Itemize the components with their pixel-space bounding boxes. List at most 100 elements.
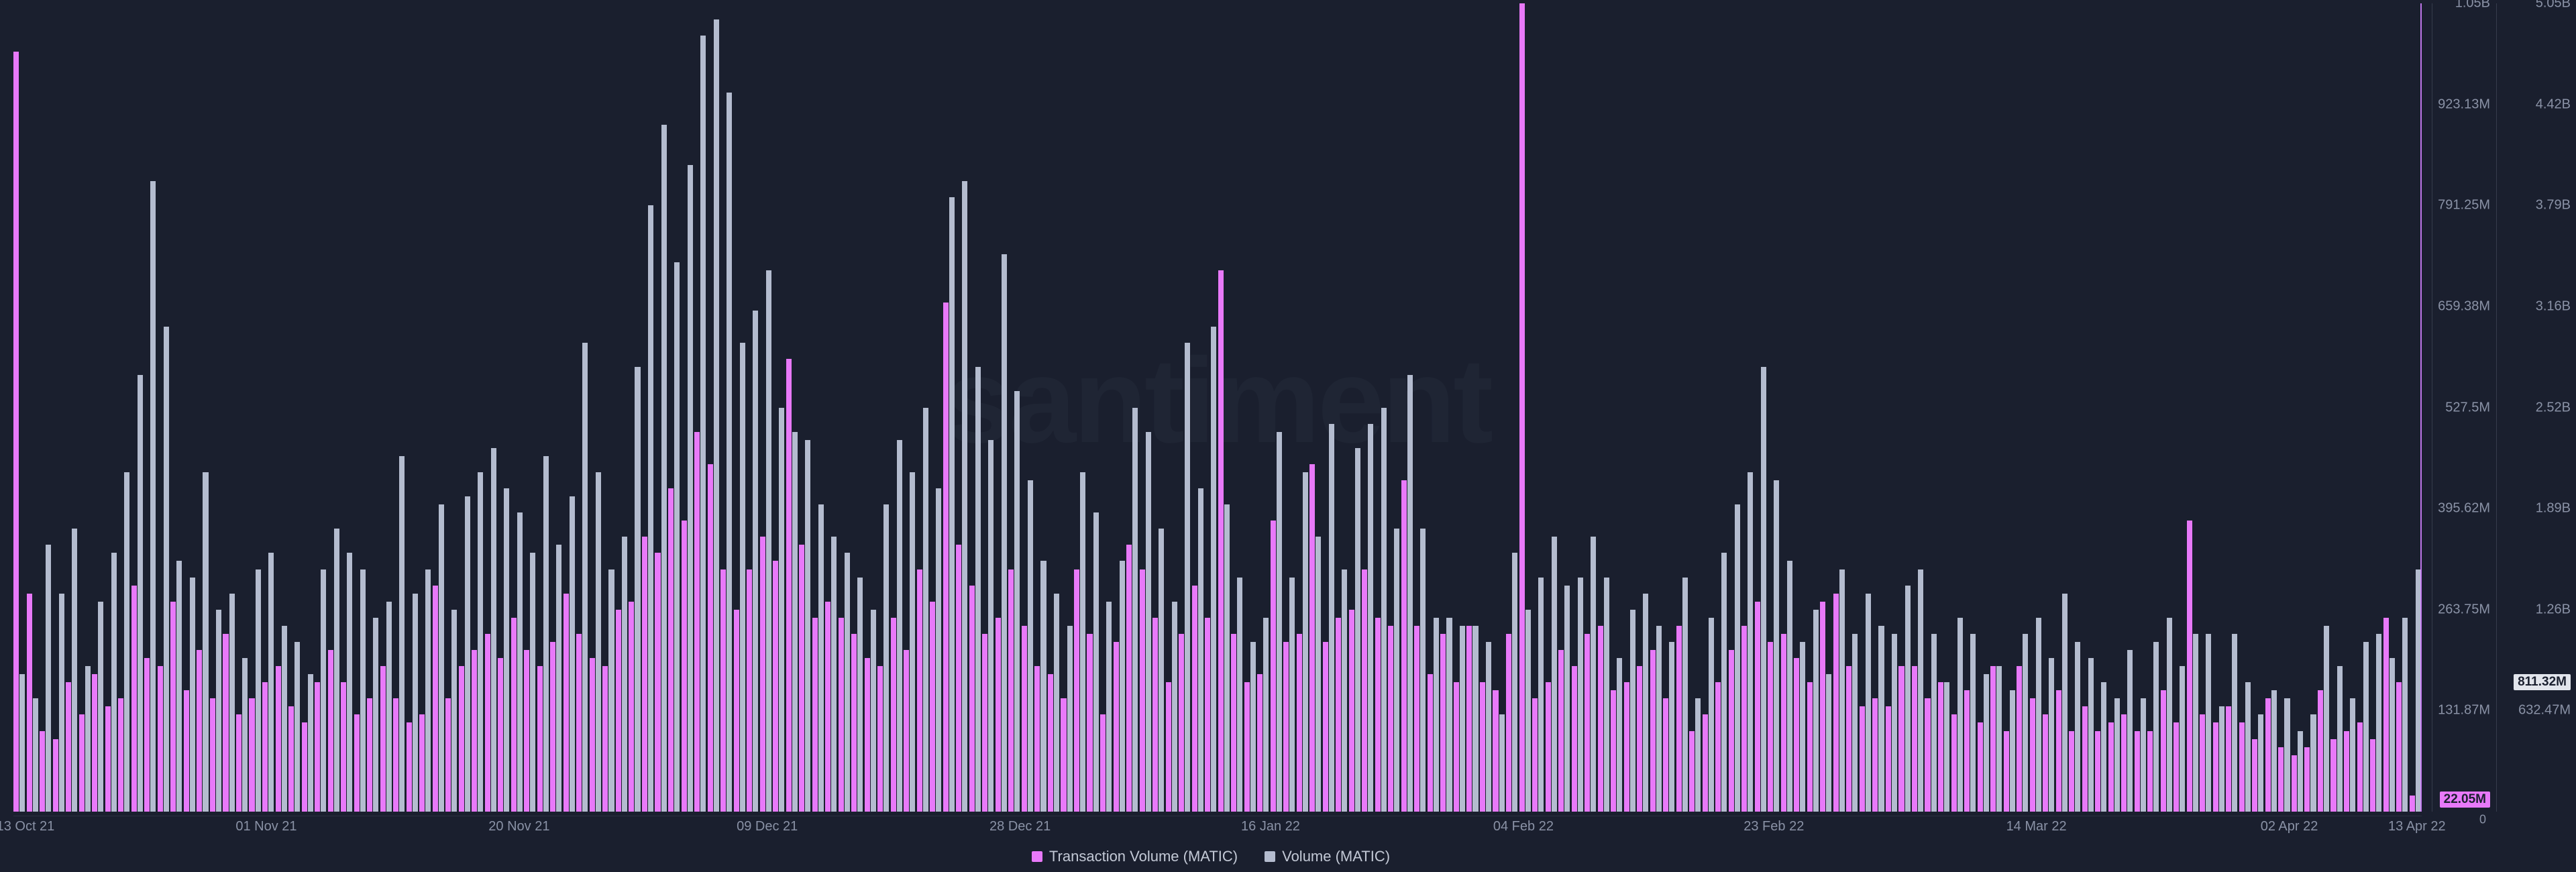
bar-vol[interactable] [2153, 642, 2159, 812]
bar-slot[interactable] [1912, 3, 1924, 812]
bar-slot[interactable] [996, 3, 1008, 812]
bar-slot[interactable] [2265, 3, 2277, 812]
volume-chart[interactable]: santiment 131.87M263.75M395.62M527.5M659… [0, 0, 2576, 872]
bar-slot[interactable] [1663, 3, 1675, 812]
bar-slot[interactable] [1833, 3, 1845, 812]
bar-vol[interactable] [1525, 610, 1531, 812]
bar-tx[interactable] [236, 714, 241, 812]
bar-tx[interactable] [105, 706, 111, 812]
bar-tx[interactable] [956, 545, 961, 812]
bar-slot[interactable] [1008, 3, 1020, 812]
bar-slot[interactable] [1244, 3, 1256, 812]
bar-tx[interactable] [1741, 626, 1747, 812]
bar-tx[interactable] [1781, 634, 1786, 812]
bar-tx[interactable] [459, 666, 464, 812]
bar-slot[interactable] [327, 3, 339, 812]
bar-tx[interactable] [13, 52, 19, 812]
bar-slot[interactable] [1611, 3, 1623, 812]
bar-vol[interactable] [871, 610, 876, 812]
bar-slot[interactable] [2187, 3, 2199, 812]
bar-tx[interactable] [170, 602, 176, 812]
bar-slot[interactable] [1309, 3, 1322, 812]
bar-vol[interactable] [1368, 424, 1373, 812]
bar-tx[interactable] [786, 359, 792, 812]
bar-tx[interactable] [2004, 731, 2009, 812]
plot-area[interactable]: santiment [13, 3, 2422, 812]
bar-vol[interactable] [491, 448, 496, 812]
bar-slot[interactable] [92, 3, 104, 812]
bar-tx[interactable] [210, 698, 215, 812]
bar-vol[interactable] [1472, 626, 1478, 812]
bar-vol[interactable] [1028, 480, 1033, 812]
bar-tx[interactable] [393, 698, 398, 812]
bar-slot[interactable] [720, 3, 733, 812]
bar-vol[interactable] [2298, 731, 2303, 812]
bar-vol[interactable] [46, 545, 51, 812]
bar-vol[interactable] [2062, 594, 2068, 812]
bar-slot[interactable] [1964, 3, 1976, 812]
bar-vol[interactable] [1146, 432, 1151, 812]
bar-slot[interactable] [851, 3, 863, 812]
bar-tx[interactable] [1297, 634, 1302, 812]
bar-tx[interactable] [1114, 642, 1119, 812]
bar-slot[interactable] [380, 3, 392, 812]
bar-tx[interactable] [2357, 722, 2363, 812]
bar-tx[interactable] [1546, 682, 1551, 812]
bar-tx[interactable] [27, 594, 32, 812]
bar-tx[interactable] [2135, 731, 2140, 812]
bar-tx[interactable] [40, 731, 45, 812]
bar-vol[interactable] [923, 408, 928, 812]
bar-vol[interactable] [1211, 327, 1216, 812]
bar-tx[interactable] [1676, 626, 1682, 812]
bar-tx[interactable] [1271, 521, 1276, 812]
bar-vol[interactable] [2402, 618, 2408, 812]
bar-tx[interactable] [1401, 480, 1407, 812]
bar-tx[interactable] [1689, 731, 1695, 812]
bar-tx[interactable] [969, 586, 975, 812]
bar-tx[interactable] [812, 618, 818, 812]
bar-slot[interactable] [1126, 3, 1138, 812]
bar-slot[interactable] [2226, 3, 2238, 812]
bar-vol[interactable] [1826, 674, 1831, 812]
bar-slot[interactable] [2344, 3, 2356, 812]
bar-vol[interactable] [19, 674, 25, 812]
bar-slot[interactable] [1951, 3, 1963, 812]
bar-slot[interactable] [1074, 3, 1086, 812]
bar-slot[interactable] [917, 3, 929, 812]
bar-tx[interactable] [917, 569, 922, 812]
bar-slot[interactable] [1532, 3, 1544, 812]
bar-vol[interactable] [2049, 658, 2054, 812]
bar-vol[interactable] [2193, 634, 2198, 812]
bar-tx[interactable] [1336, 618, 1341, 812]
bar-tx[interactable] [1729, 650, 1734, 812]
bar-tx[interactable] [1755, 602, 1760, 812]
bar-tx[interactable] [734, 610, 739, 812]
bar-tx[interactable] [1087, 634, 1092, 812]
bar-slot[interactable] [1218, 3, 1230, 812]
bar-tx[interactable] [328, 650, 333, 812]
bar-slot[interactable] [1401, 3, 1413, 812]
bar-slot[interactable] [1179, 3, 1191, 812]
bar-tx[interactable] [1703, 714, 1708, 812]
bar-tx[interactable] [773, 561, 778, 812]
bar-slot[interactable] [707, 3, 719, 812]
bar-tx[interactable] [1663, 698, 1668, 812]
bar-tx[interactable] [550, 642, 555, 812]
bar-slot[interactable] [681, 3, 693, 812]
bar-tx[interactable] [904, 650, 909, 812]
legend-item-tx[interactable]: Transaction Volume (MATIC) [1032, 848, 1238, 865]
bar-vol[interactable] [425, 569, 431, 812]
bar-vol[interactable] [1250, 642, 1256, 812]
bar-vol[interactable] [883, 504, 889, 812]
bar-vol[interactable] [688, 165, 693, 812]
bar-tx[interactable] [66, 682, 71, 812]
bar-tx[interactable] [2174, 722, 2179, 812]
bar-vol[interactable] [321, 569, 326, 812]
bar-tx[interactable] [1506, 634, 1511, 812]
bar-tx[interactable] [1978, 722, 1983, 812]
bar-vol[interactable] [1224, 504, 1230, 812]
bar-slot[interactable] [1087, 3, 1099, 812]
bar-slot[interactable] [1283, 3, 1295, 812]
bar-tx[interactable] [629, 602, 634, 812]
bar-slot[interactable] [459, 3, 471, 812]
